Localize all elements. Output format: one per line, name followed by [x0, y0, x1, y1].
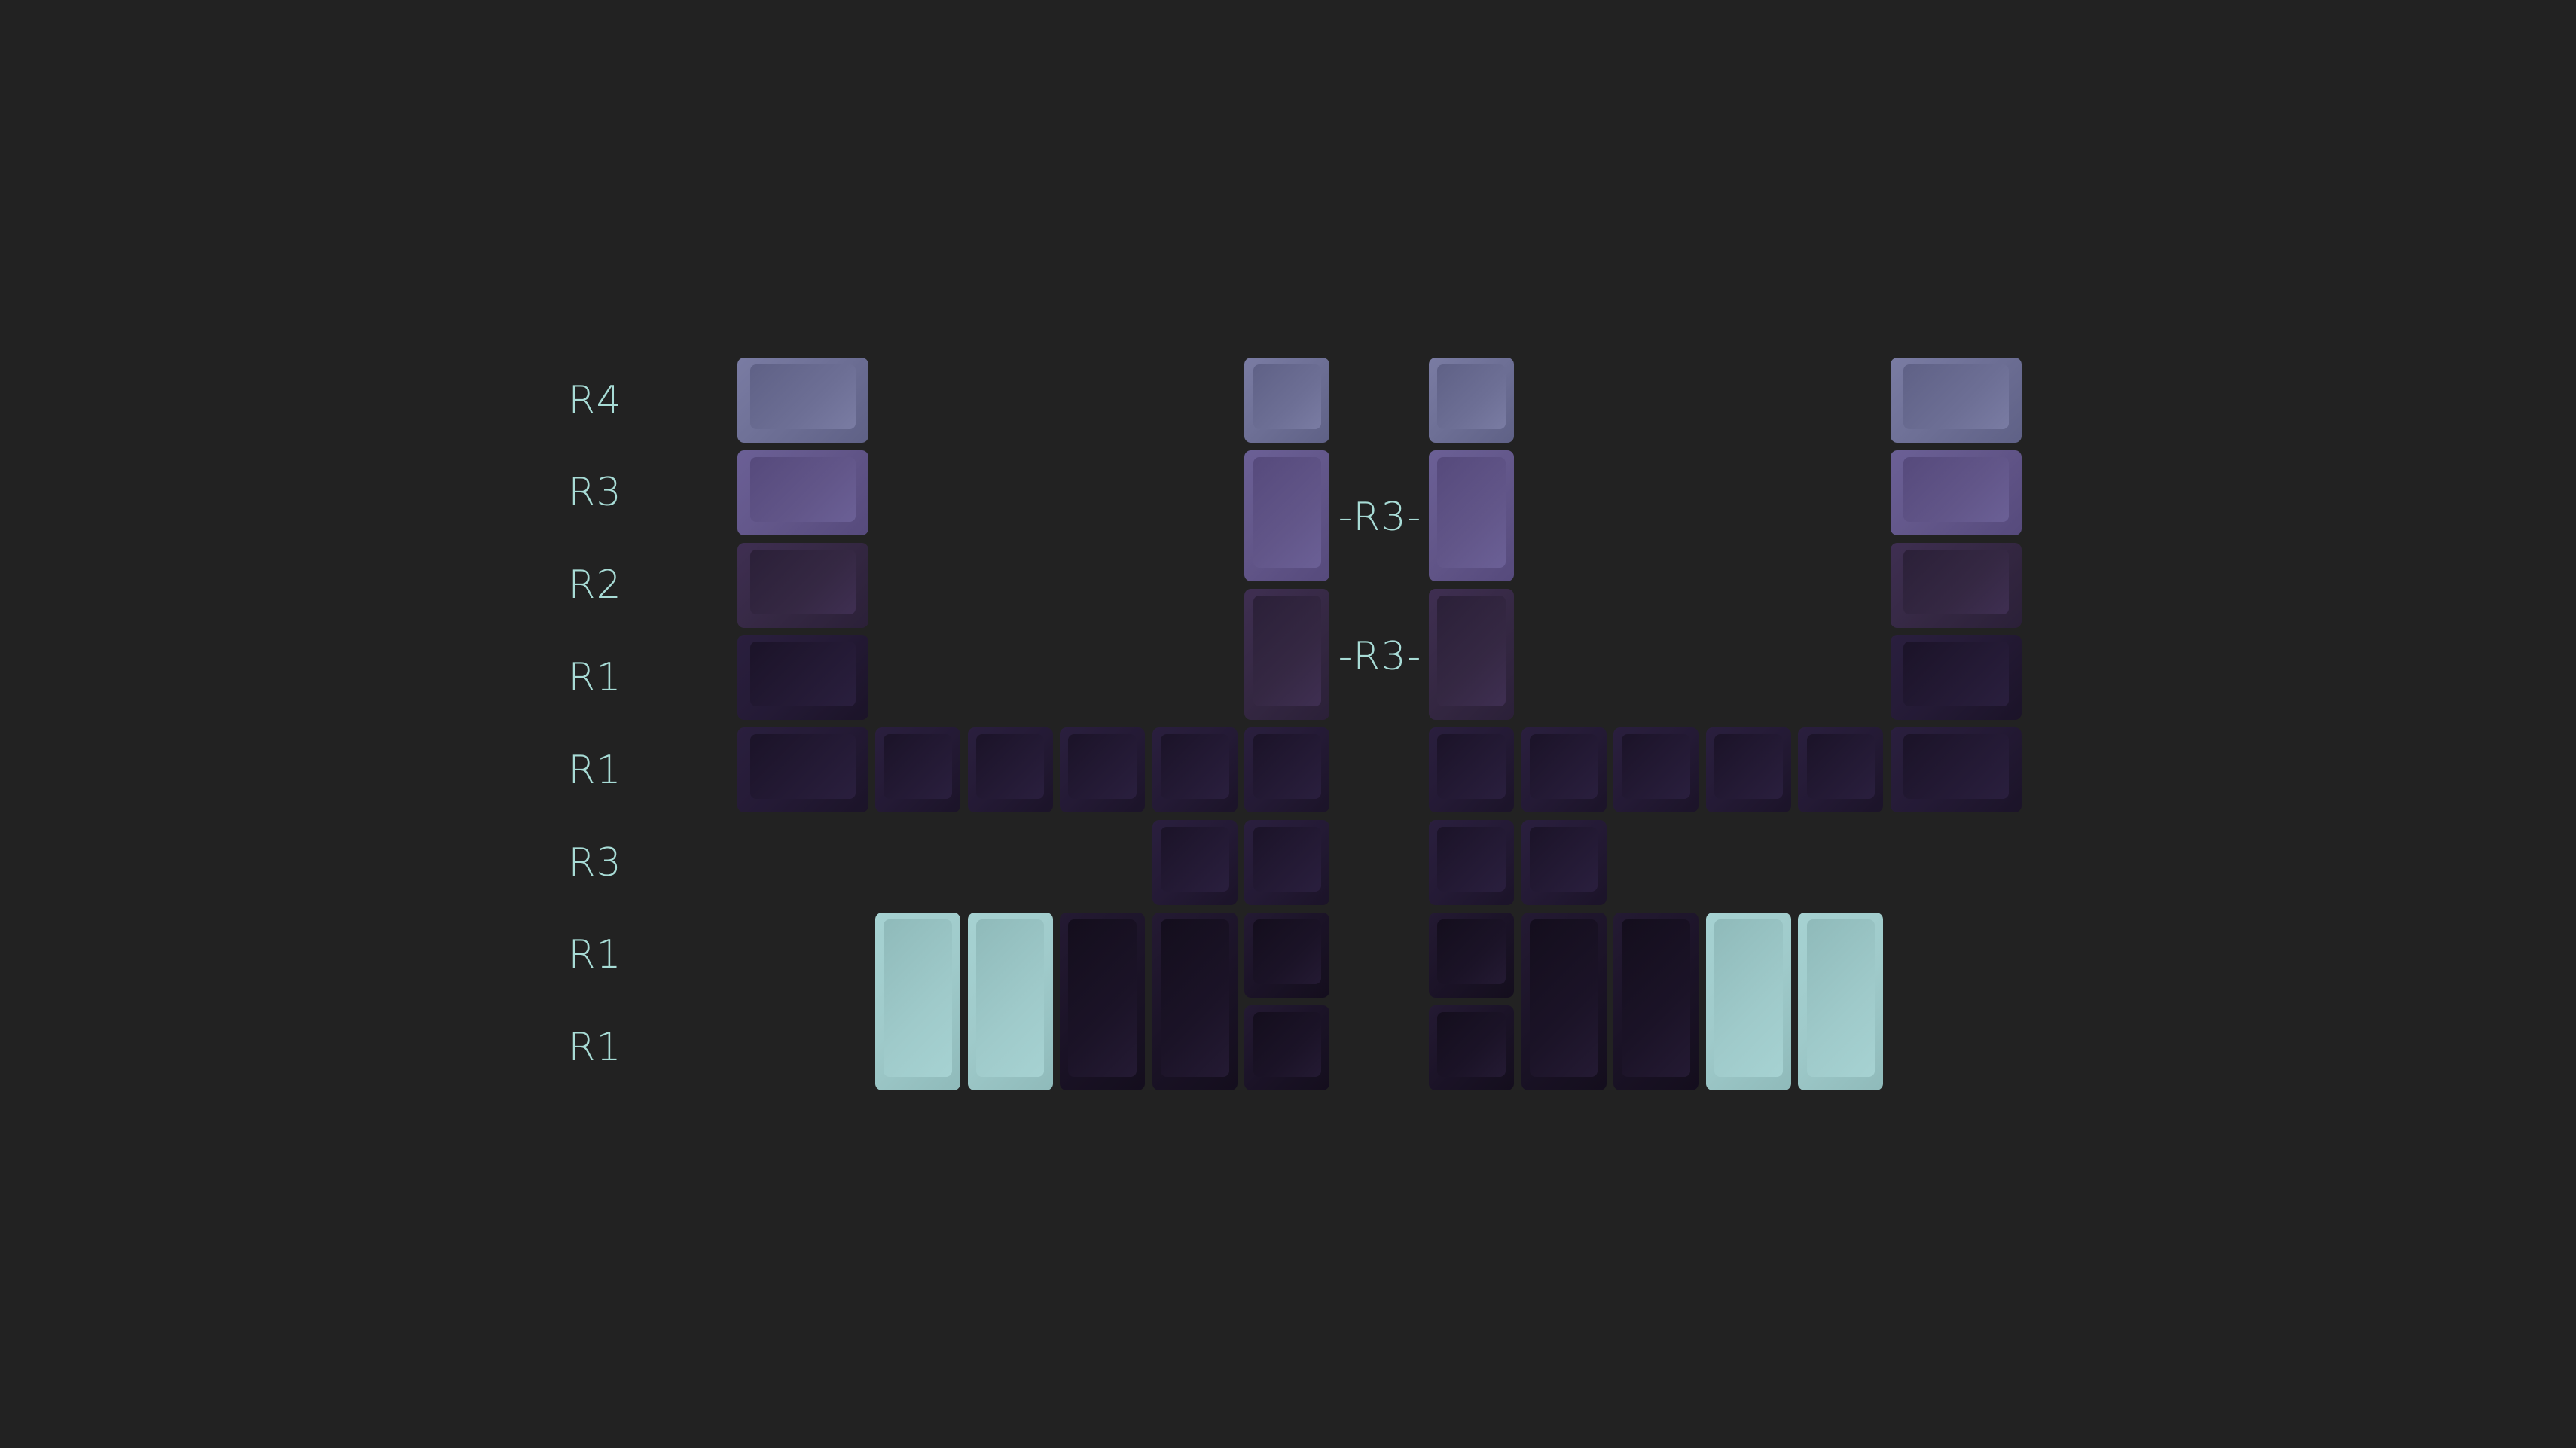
keycap-dk: [1521, 727, 1607, 813]
keycap-plum: [737, 542, 868, 628]
center-row-label: -R3-: [1338, 634, 1422, 679]
keycap-face: [1437, 364, 1506, 429]
keycap-mint: [1705, 912, 1791, 1090]
keycap-dkst: [1429, 1004, 1514, 1090]
keycap-mint: [967, 912, 1053, 1090]
keycap-dk: [737, 727, 868, 813]
keycap-plum: [1891, 542, 2022, 628]
keycap-mint: [1798, 912, 1884, 1090]
row-label: R3: [568, 470, 622, 516]
keycap-face: [884, 919, 952, 1077]
keycap-plum: [1244, 589, 1330, 721]
keycap-face: [1437, 596, 1506, 707]
keycap-dk: [1891, 635, 2022, 721]
keycap-face: [1903, 734, 2009, 800]
keycap-plum: [1429, 589, 1514, 721]
keycap-face: [1253, 456, 1322, 569]
keycap-lav: [1429, 358, 1514, 443]
keycap-face: [1068, 734, 1137, 800]
keycap-dk: [1429, 727, 1514, 813]
keycap-dk: [1152, 820, 1238, 905]
keycap-dk: [1891, 727, 2022, 813]
keycap-face: [1903, 549, 2009, 614]
keycap-dkst: [1521, 912, 1607, 1090]
keycap-face: [1161, 827, 1229, 892]
keycap-face: [1253, 1011, 1322, 1077]
center-row-label: -R3-: [1338, 495, 1422, 540]
keycap-face: [1253, 364, 1322, 429]
keycap-dk: [875, 727, 960, 813]
keycap-dkst: [1613, 912, 1699, 1090]
keycap-dk: [1798, 727, 1884, 813]
keycap-face: [1903, 642, 2009, 707]
keycap-pur: [737, 450, 868, 535]
keycap-face: [884, 734, 952, 800]
keycap-dk: [1613, 727, 1699, 813]
keycap-face: [1806, 919, 1876, 1077]
keycap-mint: [875, 912, 960, 1090]
keycap-face: [1437, 827, 1506, 892]
keycap-lav: [1891, 358, 2022, 443]
keycap-face: [1622, 734, 1690, 800]
keycap-dk: [1521, 820, 1607, 905]
keycap-face: [750, 456, 856, 522]
keycap-dk: [967, 727, 1053, 813]
keycap-dk: [1060, 727, 1146, 813]
keycap-face: [1903, 456, 2009, 522]
keycap-dk: [1429, 820, 1514, 905]
row-label: R3: [568, 840, 622, 886]
keycap-face: [1714, 734, 1783, 800]
keycap-dkst: [1060, 912, 1146, 1090]
keycap-face: [750, 642, 856, 707]
keycap-face: [1903, 364, 2009, 429]
keycap-dk: [1244, 820, 1330, 905]
row-label: R1: [568, 747, 622, 793]
keycap-face: [750, 364, 856, 429]
keycap-face: [1529, 827, 1598, 892]
keycap-face: [750, 549, 856, 614]
keycap-dk: [1244, 727, 1330, 813]
keycap-face: [1529, 919, 1598, 1077]
keycap-dk: [737, 635, 868, 721]
row-label: R1: [568, 1025, 622, 1071]
keycap-dk: [1705, 727, 1791, 813]
keycap-face: [1253, 734, 1322, 800]
keycap-dkst: [1152, 912, 1238, 1090]
row-label: R1: [568, 654, 622, 700]
keycap-face: [1253, 827, 1322, 892]
keycap-face: [975, 919, 1045, 1077]
row-label: R2: [568, 562, 622, 608]
keycap-pur: [1244, 450, 1330, 582]
keycap-face: [1161, 734, 1229, 800]
row-label: R1: [568, 932, 622, 978]
keycap-face: [1437, 919, 1506, 984]
keycap-lav: [1244, 358, 1330, 443]
keycap-face: [1437, 734, 1506, 800]
keycap-face: [1529, 734, 1598, 800]
keycap-face: [1806, 734, 1876, 800]
keycap-face: [1622, 919, 1690, 1077]
keycap-dk: [1152, 727, 1238, 813]
keycap-face: [975, 734, 1045, 800]
keycap-face: [1068, 919, 1137, 1077]
keycap-face: [1161, 919, 1229, 1077]
keycap-pur: [1891, 450, 2022, 535]
keycap-face: [1437, 1011, 1506, 1077]
keycap-face: [1253, 919, 1322, 984]
keycap-face: [1437, 456, 1506, 569]
keycap-face: [1253, 596, 1322, 707]
keycap-dkst: [1244, 1004, 1330, 1090]
keycap-lav: [737, 358, 868, 443]
keycap-pur: [1429, 450, 1514, 582]
keycap-face: [750, 734, 856, 800]
keycap-dkst: [1244, 912, 1330, 998]
keycap-face: [1714, 919, 1783, 1077]
keycap-dkst: [1429, 912, 1514, 998]
row-label: R4: [568, 377, 622, 423]
